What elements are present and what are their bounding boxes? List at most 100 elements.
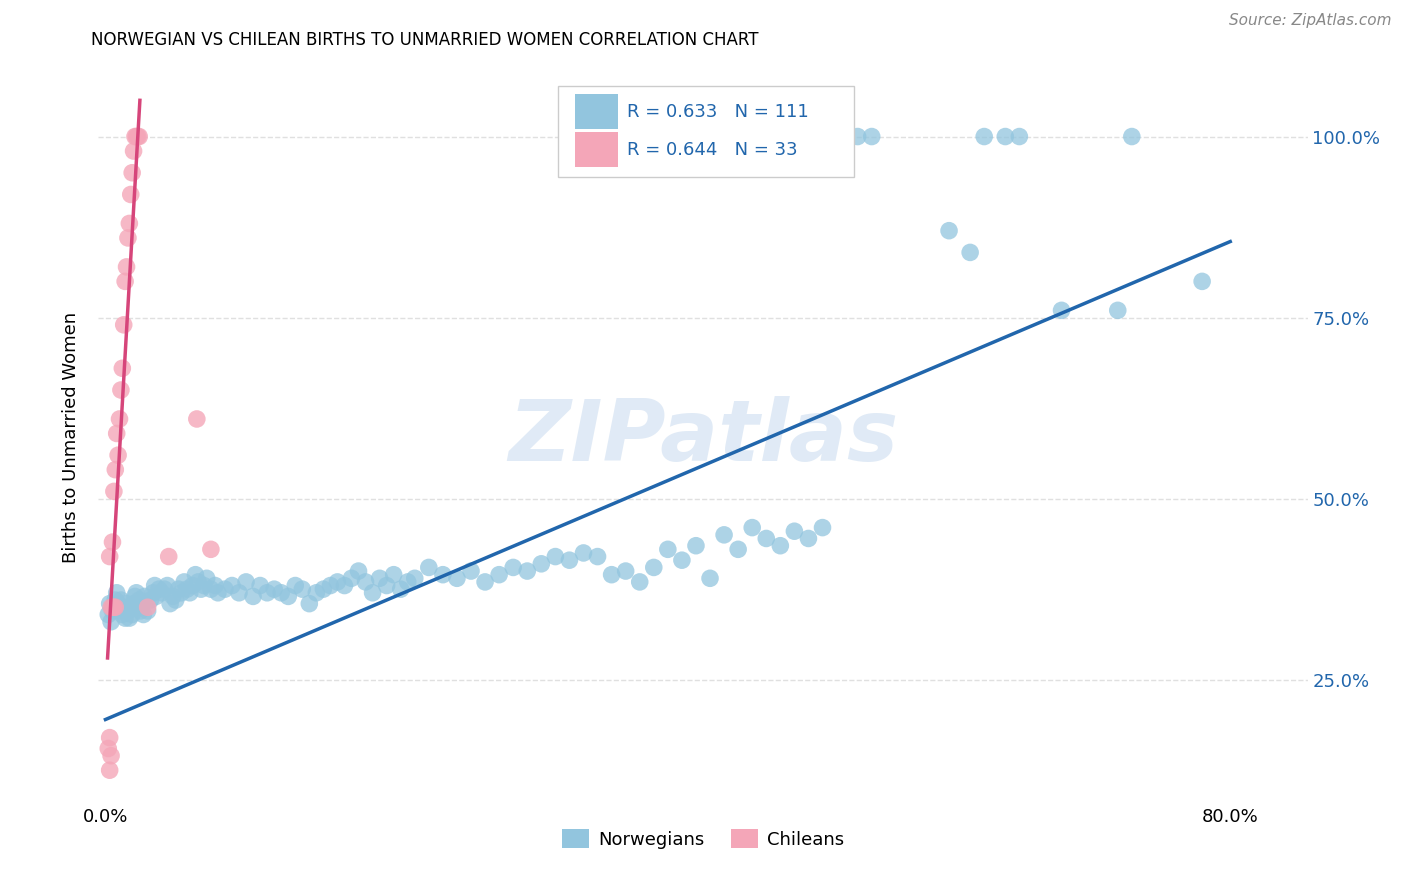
Point bbox=[112, 600, 135, 615]
Point bbox=[204, 578, 226, 592]
Point bbox=[284, 578, 307, 592]
Point bbox=[100, 600, 122, 615]
Point bbox=[741, 520, 763, 534]
Point bbox=[111, 361, 134, 376]
Point bbox=[122, 144, 145, 158]
Point bbox=[530, 557, 553, 571]
Point bbox=[685, 539, 707, 553]
Point bbox=[103, 600, 125, 615]
Point bbox=[127, 129, 149, 144]
Point bbox=[107, 448, 129, 462]
Point bbox=[389, 582, 412, 596]
Point bbox=[105, 426, 128, 441]
Point bbox=[375, 578, 398, 592]
Point bbox=[256, 586, 278, 600]
Point bbox=[112, 318, 135, 332]
Point bbox=[114, 274, 136, 288]
Point bbox=[973, 129, 995, 144]
Point bbox=[104, 593, 127, 607]
Point bbox=[110, 383, 132, 397]
Point bbox=[1107, 303, 1129, 318]
Point bbox=[97, 607, 120, 622]
Point bbox=[544, 549, 567, 564]
Point bbox=[474, 574, 496, 589]
Point bbox=[600, 567, 623, 582]
Point bbox=[162, 590, 184, 604]
Point bbox=[1050, 303, 1073, 318]
FancyBboxPatch shape bbox=[575, 132, 619, 167]
Point bbox=[165, 593, 187, 607]
Point bbox=[108, 412, 131, 426]
Point bbox=[176, 582, 198, 596]
Point bbox=[713, 528, 735, 542]
Point bbox=[114, 611, 136, 625]
Point bbox=[125, 586, 148, 600]
Text: R = 0.644   N = 33: R = 0.644 N = 33 bbox=[627, 141, 797, 159]
Point bbox=[783, 524, 806, 539]
Point bbox=[221, 578, 243, 592]
Point bbox=[1191, 274, 1213, 288]
Point bbox=[131, 597, 153, 611]
Y-axis label: Births to Unmarried Women: Births to Unmarried Women bbox=[62, 311, 80, 563]
Point bbox=[1121, 129, 1143, 144]
Point bbox=[143, 578, 166, 592]
Point bbox=[98, 763, 121, 777]
Point bbox=[187, 574, 209, 589]
Point bbox=[333, 578, 356, 592]
Point bbox=[994, 129, 1017, 144]
Point bbox=[572, 546, 595, 560]
Point bbox=[104, 600, 127, 615]
Point bbox=[825, 129, 848, 144]
Point bbox=[156, 578, 179, 592]
Point bbox=[124, 590, 146, 604]
Point bbox=[228, 586, 250, 600]
Point bbox=[136, 604, 159, 618]
Point bbox=[120, 600, 142, 615]
Point bbox=[167, 582, 190, 596]
Point bbox=[516, 564, 538, 578]
Point bbox=[128, 129, 150, 144]
Point bbox=[1008, 129, 1031, 144]
Text: ZIPatlas: ZIPatlas bbox=[508, 395, 898, 479]
Point bbox=[181, 578, 204, 592]
Point bbox=[132, 607, 155, 622]
Point bbox=[125, 129, 148, 144]
Point bbox=[769, 539, 792, 553]
Point bbox=[502, 560, 524, 574]
Point bbox=[103, 484, 125, 499]
Point bbox=[190, 582, 212, 596]
Point bbox=[127, 600, 149, 615]
Point bbox=[118, 216, 141, 230]
Point bbox=[145, 590, 167, 604]
Text: NORWEGIAN VS CHILEAN BIRTHS TO UNMARRIED WOMEN CORRELATION CHART: NORWEGIAN VS CHILEAN BIRTHS TO UNMARRIED… bbox=[91, 31, 759, 49]
Point bbox=[122, 597, 145, 611]
Point bbox=[446, 571, 468, 585]
Point bbox=[115, 597, 138, 611]
Point bbox=[107, 597, 129, 611]
Point bbox=[727, 542, 749, 557]
Point bbox=[129, 604, 152, 618]
Point bbox=[200, 542, 222, 557]
Point bbox=[586, 549, 609, 564]
Point bbox=[263, 582, 285, 596]
Point bbox=[270, 586, 292, 600]
Point bbox=[111, 607, 134, 622]
Point bbox=[382, 567, 405, 582]
Point bbox=[184, 567, 207, 582]
Point bbox=[488, 567, 510, 582]
Point bbox=[117, 604, 139, 618]
Point bbox=[98, 731, 121, 745]
Point bbox=[628, 574, 651, 589]
Point bbox=[797, 532, 820, 546]
Point bbox=[98, 549, 121, 564]
Point bbox=[100, 615, 122, 629]
Point bbox=[186, 412, 208, 426]
Point bbox=[643, 560, 665, 574]
Point bbox=[108, 604, 131, 618]
Point bbox=[298, 597, 321, 611]
Point bbox=[312, 582, 335, 596]
Point bbox=[134, 590, 156, 604]
Point bbox=[418, 560, 440, 574]
FancyBboxPatch shape bbox=[558, 86, 855, 178]
Point bbox=[291, 582, 314, 596]
